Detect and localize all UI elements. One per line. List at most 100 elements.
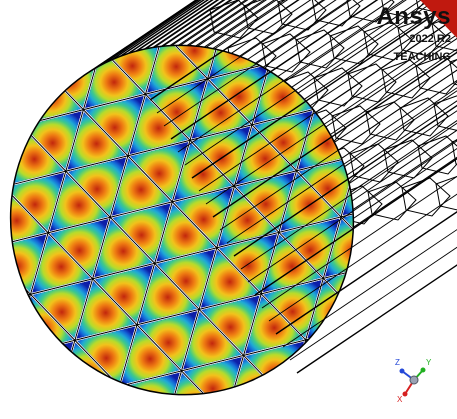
contour-cell — [183, 311, 242, 370]
mesh-edge-dark — [39, 401, 103, 419]
axis-triad-icon[interactable]: Z Y X — [388, 358, 438, 408]
contour-cell — [263, 280, 322, 338]
contour-cell — [156, 204, 215, 262]
contour-cell — [0, 143, 2, 201]
contour-cell — [191, 81, 250, 139]
contour-cell — [50, 173, 108, 231]
wireframe-line — [129, 0, 210, 54]
contour-cell — [334, 388, 393, 419]
wireframe-line — [282, 229, 457, 348]
mesh-edge — [268, 399, 335, 419]
contour-cell — [0, 358, 55, 416]
contour-cell — [0, 81, 19, 139]
contour-cell — [0, 296, 29, 354]
mesh-edge — [10, 338, 77, 404]
contour-cell — [245, 296, 304, 354]
mesh-edge — [0, 400, 59, 419]
mesh-edge-dark — [448, 232, 457, 294]
mesh-edge-dark — [38, 1, 102, 65]
wireframe-line — [330, 48, 457, 135]
mesh-edge-dark — [0, 355, 14, 419]
contour-cell — [40, 4, 99, 62]
wireframe-line — [296, 264, 457, 374]
mesh-edge-dark — [0, 309, 14, 372]
contour-cell — [308, 326, 366, 384]
contour-cell — [41, 404, 100, 419]
wireframe-line — [177, 0, 405, 153]
triad-origin-ball — [409, 375, 419, 385]
ansys-corner-logo-icon — [420, 0, 457, 38]
contour-cell — [0, 188, 2, 246]
mesh-edge-dark — [0, 139, 5, 203]
mesh-edge — [303, 322, 370, 389]
mesh-edge — [0, 292, 33, 358]
contour-cell — [378, 80, 399, 138]
contour-cell — [68, 157, 126, 215]
contour-cell — [201, 295, 260, 353]
mesh-edge — [54, 0, 121, 51]
contour-cell — [33, 280, 91, 338]
contour-cell — [138, 265, 197, 323]
mesh-edge — [55, 384, 121, 419]
mesh-edge — [430, 294, 457, 356]
wireframe-line — [219, 69, 457, 231]
contour-cell — [102, 0, 161, 47]
mesh-edge-dark — [0, 63, 40, 126]
mesh-edge — [0, 0, 59, 20]
contour-cell — [23, 111, 82, 169]
wireframe-line — [277, 0, 393, 77]
contour-cell — [0, 357, 11, 415]
mesh-edge — [0, 77, 24, 143]
mesh-edge — [0, 15, 42, 81]
mesh-edge-dark — [304, 323, 369, 387]
wireframe-line — [137, 0, 214, 52]
contour-cell — [192, 126, 251, 184]
contour-cell — [0, 20, 37, 78]
mesh-edge-dark — [430, 294, 457, 356]
wireframe-line — [105, 0, 200, 64]
wireframe-line — [198, 16, 457, 192]
wireframe-line — [170, 0, 379, 140]
wireframe-line — [325, 37, 457, 128]
wireframe-line — [212, 51, 457, 218]
wireframe-line — [289, 246, 457, 361]
wireframe-line — [261, 175, 457, 309]
contour-cell — [147, 35, 206, 93]
wireframe-line — [291, 0, 422, 88]
contour-cell — [50, 219, 109, 277]
mesh-edge — [330, 383, 397, 419]
contour-cell — [76, 281, 135, 339]
mesh-edge-dark — [0, 78, 23, 142]
wireframe-cell — [381, 59, 431, 99]
mesh-edge-dark — [287, 385, 351, 419]
mesh-edge — [99, 0, 166, 50]
mesh-edge-dark — [0, 355, 59, 418]
mesh-edge — [55, 0, 121, 4]
contour-cell — [228, 403, 287, 419]
contour-cell — [369, 265, 399, 323]
contour-cell — [32, 235, 91, 293]
mesh-edge-dark — [56, 0, 120, 3]
wireframe-line — [240, 122, 457, 270]
contour-cell — [236, 172, 295, 230]
contour-cell — [219, 234, 277, 292]
wireframe-line — [353, 147, 457, 219]
mesh-edge — [374, 30, 399, 96]
mesh-edge-dark — [0, 0, 13, 19]
contour-cell — [94, 219, 153, 277]
contour-cell — [85, 96, 144, 154]
contour-cell — [148, 80, 206, 138]
mesh-edge-dark — [0, 186, 5, 250]
mesh-edge — [38, 399, 104, 419]
wireframe-line — [255, 0, 350, 64]
contour-cell — [450, 234, 457, 291]
mesh-edge-dark — [0, 0, 58, 19]
mesh-edge-dark — [331, 385, 396, 419]
wireframe-line — [352, 138, 457, 211]
contour-cell — [174, 188, 233, 246]
mesh-edge — [448, 232, 457, 294]
mesh-edge — [285, 384, 352, 419]
mesh-edge — [0, 0, 59, 66]
